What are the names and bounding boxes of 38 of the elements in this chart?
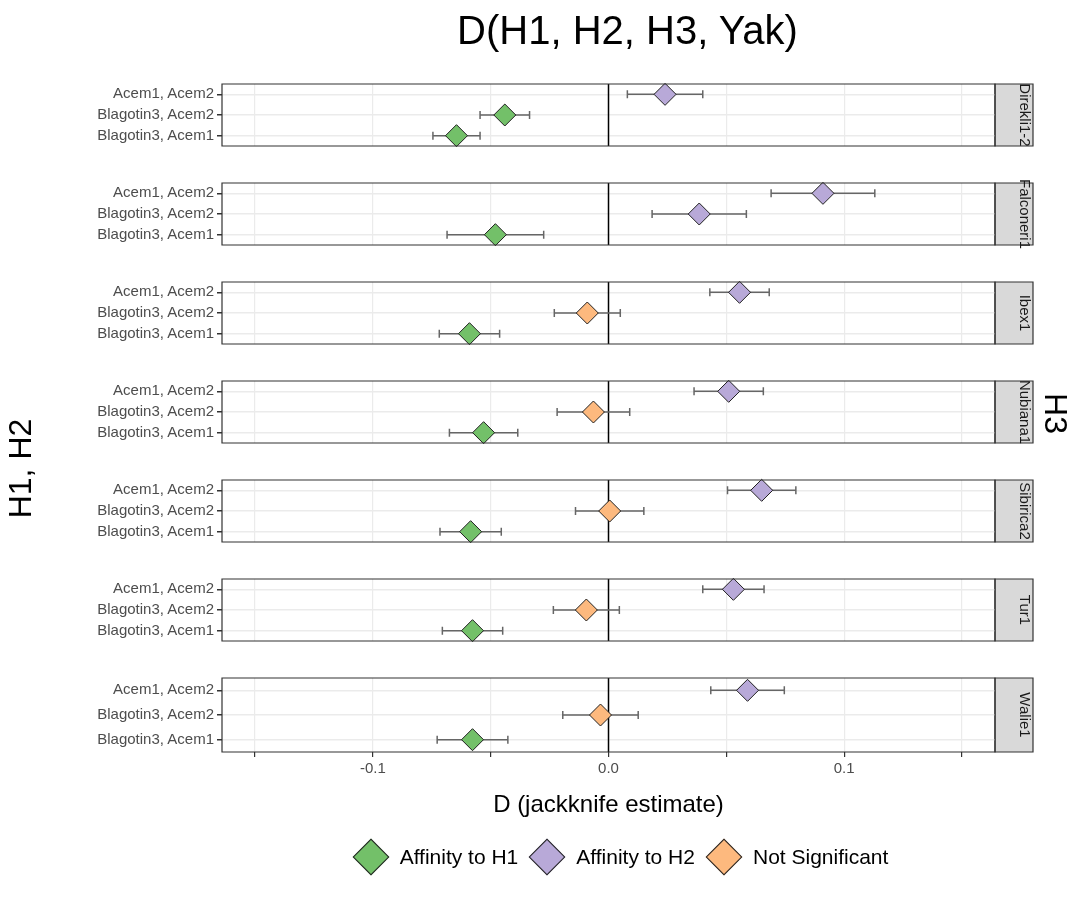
y-tick-label: Blagotin3, Acem1: [97, 224, 214, 242]
legend-label: Affinity to H2: [576, 845, 695, 869]
y-tick-label: Acem1, Acem2: [113, 84, 214, 102]
y-tick-label: Acem1, Acem2: [113, 183, 214, 201]
y-axis-title: H1, H2: [1, 417, 39, 521]
x-tick-label: -0.1: [359, 759, 386, 777]
y-tick-label: Blagotin3, Acem2: [97, 402, 214, 420]
y-tick-label: Blagotin3, Acem1: [97, 125, 214, 143]
y-tick-label: Blagotin3, Acem2: [97, 501, 214, 519]
y-tick-label: Blagotin3, Acem2: [97, 204, 214, 222]
y-tick-label: Acem1, Acem2: [113, 480, 214, 498]
y2-axis-title: Ibex1: [1016, 294, 1034, 332]
y-tick-label: Blagotin3, Acem1: [97, 620, 214, 638]
y-tick-label: Acem1, Acem2: [113, 579, 214, 597]
y-tick-label: Acem1, Acem2: [113, 680, 214, 698]
y-tick-label: Blagotin3, Acem2: [97, 705, 214, 723]
chart-title: D(H1, H2, H3, Yak): [456, 8, 799, 53]
y-tick-label: Blagotin3, Acem1: [97, 422, 214, 440]
y-tick-label: Blagotin3, Acem2: [97, 600, 214, 618]
legend-label: Affinity to H1: [399, 845, 519, 869]
y-tick-label: Blagotin3, Acem1: [97, 729, 214, 747]
x-tick-label: 0.0: [598, 759, 619, 777]
y-tick-label: Acem1, Acem2: [113, 381, 214, 399]
y2-axis-title: Falconeri1: [1016, 178, 1034, 250]
y2-axis-title: Tur1: [1016, 594, 1034, 626]
x-tick-label: 0.1: [833, 759, 855, 777]
y-tick-label: Blagotin3, Acem1: [97, 521, 214, 539]
y2-axis-title: Walie1: [1016, 692, 1034, 738]
y-tick-label: Blagotin3, Acem2: [97, 303, 214, 321]
y-tick-label: Blagotin3, Acem1: [97, 323, 214, 341]
y2-axis-title: Nubiana1: [1016, 379, 1034, 445]
y-tick-label: Acem1, Acem2: [113, 282, 214, 300]
y-tick-label: Blagotin3, Acem2: [97, 105, 214, 123]
y2-axis-title: Sibirica2: [1016, 482, 1034, 540]
text: H3: [1036, 392, 1074, 436]
x-axis-title: D (jackknife estimate): [492, 790, 725, 818]
y2-axis-title: Direkli1-2: [1016, 83, 1034, 147]
legend-label: Not Significant: [752, 845, 889, 869]
